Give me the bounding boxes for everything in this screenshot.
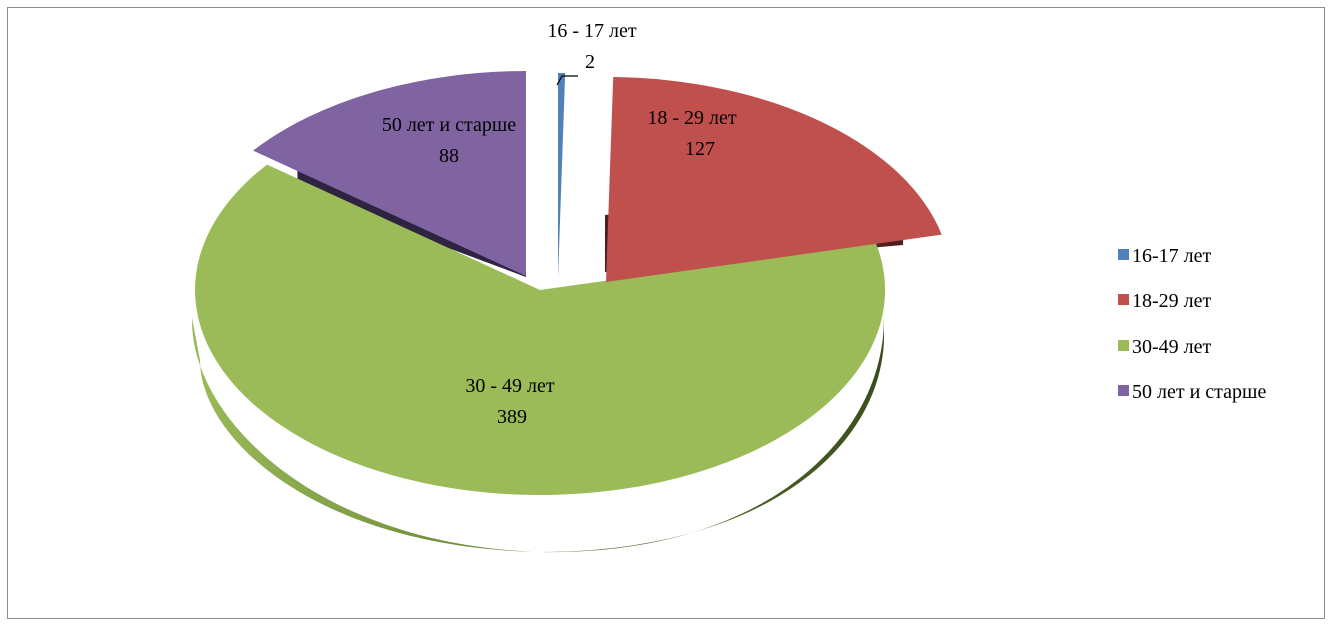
leader-line-16-17 (556, 75, 578, 86)
slice-18-29 (606, 77, 942, 282)
legend-swatch-16-17 (1118, 249, 1129, 260)
data-labels: 16 - 17 лет 2 18 - 29 лет 127 30 - 49 ле… (382, 20, 737, 428)
slice-50plus (253, 71, 526, 276)
data-label-value-16-17: 2 (585, 51, 595, 73)
data-label-value-50plus: 88 (439, 145, 459, 167)
data-label-name-30-49: 30 - 49 лет (465, 375, 555, 397)
legend-swatch-30-49 (1118, 340, 1129, 351)
legend-label-50plus: 50 лет и старше (1132, 381, 1266, 403)
slice-tops (195, 71, 942, 495)
data-label-name-50plus: 50 лет и старше (382, 114, 516, 136)
slice-30-49 (195, 164, 886, 495)
data-label-name-18-29: 18 - 29 лет (647, 107, 737, 129)
slice-16-17 (558, 72, 566, 279)
legend-label-18-29: 18-29 лет (1132, 290, 1212, 312)
legend-label-30-49: 30-49 лет (1132, 336, 1212, 358)
data-label-value-18-29: 127 (685, 138, 715, 160)
data-label-name-16-17: 16 - 17 лет (547, 20, 637, 42)
legend-label-16-17: 16-17 лет (1132, 245, 1212, 267)
legend: 16-17 лет 18-29 лет 30-49 лет 50 лет и с… (1118, 245, 1266, 403)
legend-swatch-18-29 (1118, 294, 1129, 305)
data-label-value-30-49: 389 (497, 406, 527, 428)
legend-swatch-50plus (1118, 385, 1129, 396)
